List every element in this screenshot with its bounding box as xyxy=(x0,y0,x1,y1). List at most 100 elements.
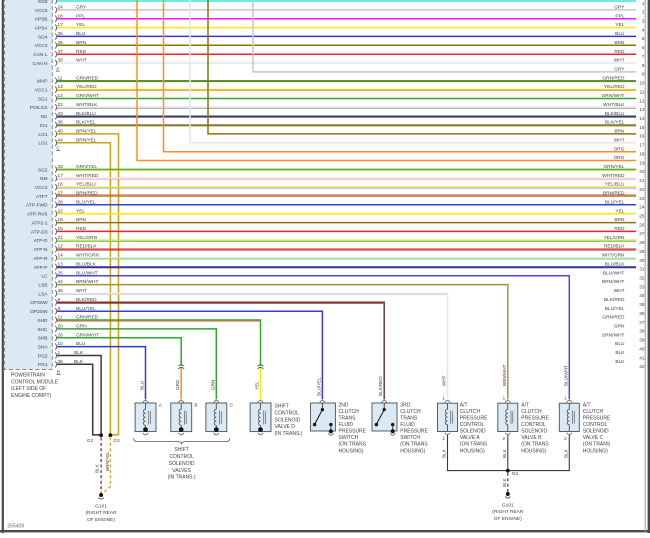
svg-text:SOLENOID: SOLENOID xyxy=(275,417,301,423)
svg-text:BLU: BLU xyxy=(615,341,625,347)
svg-text:40: 40 xyxy=(58,129,64,135)
svg-text:CLUTCH: CLUTCH xyxy=(400,409,421,415)
svg-text:LG2: LG2 xyxy=(38,141,47,147)
svg-text:12: 12 xyxy=(58,244,64,250)
svg-text:ATFT: ATFT xyxy=(36,194,48,200)
svg-text:36: 36 xyxy=(58,359,64,365)
svg-text:32: 32 xyxy=(639,276,645,281)
svg-text:SOLENOID: SOLENOID xyxy=(460,429,486,435)
svg-text:13: 13 xyxy=(58,262,64,268)
svg-text:SHB: SHB xyxy=(38,336,48,342)
svg-text:8: 8 xyxy=(642,63,645,68)
svg-text:BLK/RED: BLK/RED xyxy=(76,297,97,303)
svg-text:OF ENGINE): OF ENGINE) xyxy=(494,516,522,522)
svg-text:43: 43 xyxy=(58,111,64,117)
svg-text:WHT: WHT xyxy=(614,137,625,143)
svg-text:PRESSURE: PRESSURE xyxy=(583,415,611,421)
svg-text:BLU/WHT: BLU/WHT xyxy=(563,365,568,386)
svg-text:VALVES: VALVES xyxy=(172,468,191,474)
svg-text:TRANS: TRANS xyxy=(400,415,418,421)
svg-text:14: 14 xyxy=(58,93,64,99)
svg-text:22: 22 xyxy=(58,102,64,108)
svg-text:(ON TRANS: (ON TRANS xyxy=(400,442,428,448)
svg-text:BRN/RED: BRN/RED xyxy=(603,191,625,197)
svg-text:BLU: BLU xyxy=(140,381,145,390)
svg-text:NC: NC xyxy=(41,114,48,120)
svg-text:YEL/RED: YEL/RED xyxy=(604,84,625,90)
svg-text:GRN: GRN xyxy=(614,324,625,330)
svg-text:17: 17 xyxy=(639,143,645,148)
svg-text:BRN/WHT: BRN/WHT xyxy=(502,364,507,386)
svg-text:BLU/BLK: BLU/BLK xyxy=(76,262,97,268)
svg-text:SOLENOID: SOLENOID xyxy=(169,461,195,467)
svg-text:BRN: BRN xyxy=(614,217,625,223)
svg-text:RED: RED xyxy=(76,49,87,55)
svg-text:14: 14 xyxy=(58,253,64,259)
svg-text:BLK: BLK xyxy=(502,477,507,487)
svg-text:BLK: BLK xyxy=(95,463,100,473)
svg-text:GRN/WHT: GRN/WHT xyxy=(76,332,99,338)
svg-text:APSB: APSB xyxy=(35,17,48,23)
svg-text:PRESSURE: PRESSURE xyxy=(521,415,549,421)
svg-text:44: 44 xyxy=(58,279,64,285)
svg-text:ORG: ORG xyxy=(175,379,180,390)
svg-text:VALVE C: VALVE C xyxy=(583,435,604,441)
svg-text:BLK/YEL: BLK/YEL xyxy=(605,120,625,126)
svg-text:BLK: BLK xyxy=(564,448,569,458)
svg-text:BLK/RED: BLK/RED xyxy=(604,297,625,303)
svg-text:A: A xyxy=(159,403,163,409)
svg-text:BLK/RED: BLK/RED xyxy=(378,376,383,396)
svg-text:G2: G2 xyxy=(512,471,519,476)
svg-text:GRN/WHT: GRN/WHT xyxy=(602,332,625,338)
svg-text:1: 1 xyxy=(58,350,61,356)
svg-text:POWERTRAIN: POWERTRAIN xyxy=(11,373,45,379)
svg-text:WHT: WHT xyxy=(614,288,625,294)
svg-text:BLU/YEL: BLU/YEL xyxy=(605,306,625,312)
svg-text:GRY: GRY xyxy=(76,5,87,11)
svg-text:18: 18 xyxy=(58,182,64,188)
svg-text:ATP-N: ATP-N xyxy=(33,247,48,253)
svg-text:BRN/WHT: BRN/WHT xyxy=(76,279,98,285)
svg-text:(ON TRANS: (ON TRANS xyxy=(521,442,549,448)
svg-text:36: 36 xyxy=(58,120,64,126)
svg-text:29: 29 xyxy=(639,249,645,254)
svg-text:10: 10 xyxy=(639,81,645,86)
svg-text:SHA: SHA xyxy=(38,345,49,351)
svg-text:WHT/RED: WHT/RED xyxy=(76,173,99,179)
svg-text:20: 20 xyxy=(58,324,64,330)
svg-text:18: 18 xyxy=(58,13,64,19)
svg-text:1: 1 xyxy=(564,396,567,401)
svg-text:G101: G101 xyxy=(502,502,514,508)
svg-text:35: 35 xyxy=(58,288,64,294)
svg-text:23: 23 xyxy=(639,196,645,201)
svg-text:(ON TRANS: (ON TRANS xyxy=(339,442,367,448)
svg-text:BRN/YEL: BRN/YEL xyxy=(76,129,97,135)
svg-text:GRN/YEL: GRN/YEL xyxy=(76,164,97,170)
svg-text:PPL: PPL xyxy=(615,13,624,19)
svg-text:BRN: BRN xyxy=(76,40,87,46)
svg-text:BLU/BLK: BLU/BLK xyxy=(605,262,626,268)
svg-text:WHT: WHT xyxy=(76,58,87,64)
svg-text:GRN/RED: GRN/RED xyxy=(602,315,625,321)
svg-text:40: 40 xyxy=(639,346,645,351)
svg-text:9: 9 xyxy=(58,297,61,303)
svg-text:13: 13 xyxy=(639,107,645,112)
svg-text:VALVE A: VALVE A xyxy=(460,435,480,441)
svg-text:41: 41 xyxy=(639,355,645,360)
svg-text:25: 25 xyxy=(639,214,645,219)
svg-text:44: 44 xyxy=(58,137,64,143)
svg-text:CONTROL: CONTROL xyxy=(521,422,546,428)
svg-text:LC: LC xyxy=(41,274,48,280)
svg-text:2ND: 2ND xyxy=(339,402,349,408)
svg-text:(IN TRANS.): (IN TRANS.) xyxy=(275,431,303,437)
svg-text:15: 15 xyxy=(639,125,645,130)
svg-text:(ON TRANS: (ON TRANS xyxy=(460,442,488,448)
svg-text:BRN: BRN xyxy=(614,40,625,46)
svg-text:(ON TRANS: (ON TRANS xyxy=(583,442,611,448)
svg-text:15: 15 xyxy=(58,226,64,232)
svg-text:BLK: BLK xyxy=(615,350,625,356)
svg-text:A/T: A/T xyxy=(460,402,468,408)
svg-text:33: 33 xyxy=(639,284,645,289)
svg-text:BLU/YEL: BLU/YEL xyxy=(316,377,321,396)
svg-text:BLU: BLU xyxy=(76,31,86,37)
